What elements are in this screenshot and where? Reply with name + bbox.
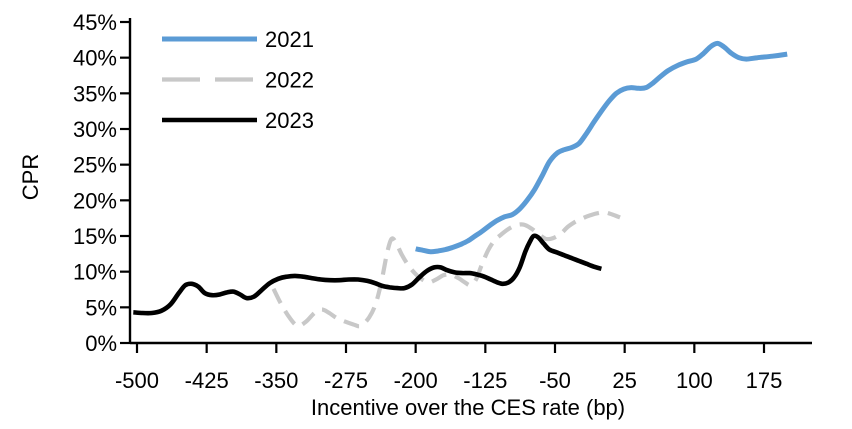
y-tick-label: 5%: [85, 295, 117, 320]
x-tick-label: -500: [115, 368, 159, 393]
legend: 2021 2022 2023: [162, 27, 314, 133]
x-tick-label: 175: [746, 368, 783, 393]
x-tick-label: -425: [185, 368, 229, 393]
y-tick-label: 40%: [73, 46, 117, 71]
series-lines: [133, 40, 788, 329]
series-line-2021: [415, 40, 788, 255]
x-axis-title: Incentive over the CES rate (bp): [311, 395, 625, 420]
y-tick-label: 15%: [73, 224, 117, 249]
tick-labels: -500 -425 -350 -275 -200 -125 -50 25 100 175 0% 5% 1…: [73, 10, 782, 393]
legend-label-2021: 2021: [265, 27, 314, 52]
y-axis-title: CPR: [18, 154, 43, 200]
y-tick-label: 30%: [73, 117, 117, 142]
x-tick-label: -50: [539, 368, 571, 393]
y-tick-label: 45%: [73, 10, 117, 35]
y-tick-label: 20%: [73, 188, 117, 213]
y-tick-label: 25%: [73, 153, 117, 178]
legend-label-2022: 2022: [265, 68, 314, 93]
y-tick-label: 0%: [85, 331, 117, 356]
legend-label-2023: 2023: [265, 108, 314, 133]
axes: [120, 18, 812, 353]
axis-lines: [128, 18, 812, 345]
x-tick-label: 25: [612, 368, 636, 393]
x-tick-label: 100: [676, 368, 713, 393]
x-tick-label: -125: [463, 368, 507, 393]
x-tick-label: -200: [394, 368, 438, 393]
series-line-2023: [133, 233, 602, 316]
x-tick-label: -275: [324, 368, 368, 393]
x-tick-label: -350: [254, 368, 298, 393]
y-tick-label: 35%: [73, 81, 117, 106]
y-tick-label: 10%: [73, 260, 117, 285]
